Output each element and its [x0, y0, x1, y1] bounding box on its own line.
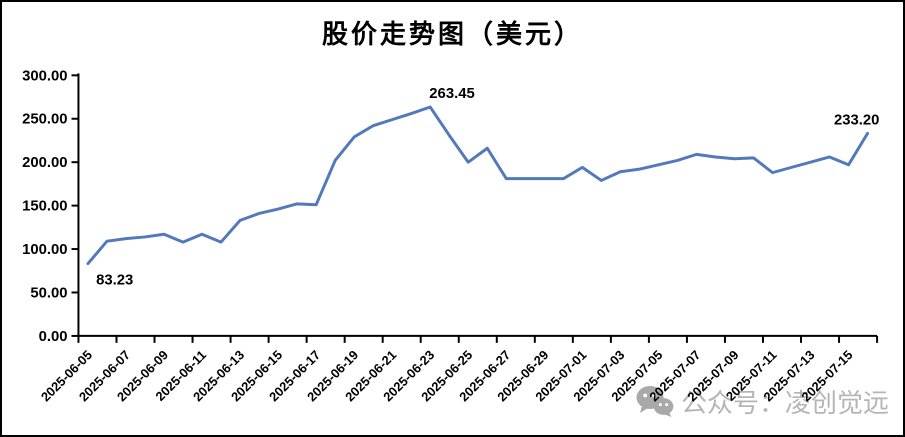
- y-tick-label: 200.00: [22, 155, 67, 171]
- price-line: [86, 105, 870, 266]
- wechat-icon: [636, 386, 674, 417]
- y-tick-label: 150.00: [22, 199, 67, 215]
- y-tick-label: 300.00: [22, 68, 67, 84]
- chart-title: 股价走势图（美元）: [321, 20, 583, 50]
- watermark: 公众号：凌创觉远: [636, 383, 889, 420]
- data-point-annotation: 83.23: [96, 272, 133, 288]
- watermark-text: 公众号：凌创觉远: [681, 389, 890, 419]
- data-point-annotation: 263.45: [429, 86, 474, 102]
- axes: [77, 73, 878, 337]
- y-tick-label: 0.00: [39, 329, 68, 345]
- y-tick-label: 50.00: [30, 285, 67, 301]
- y-tick-label: 250.00: [22, 112, 67, 128]
- data-point-annotation: 233.20: [834, 112, 879, 128]
- y-tick-label: 100.00: [22, 242, 67, 258]
